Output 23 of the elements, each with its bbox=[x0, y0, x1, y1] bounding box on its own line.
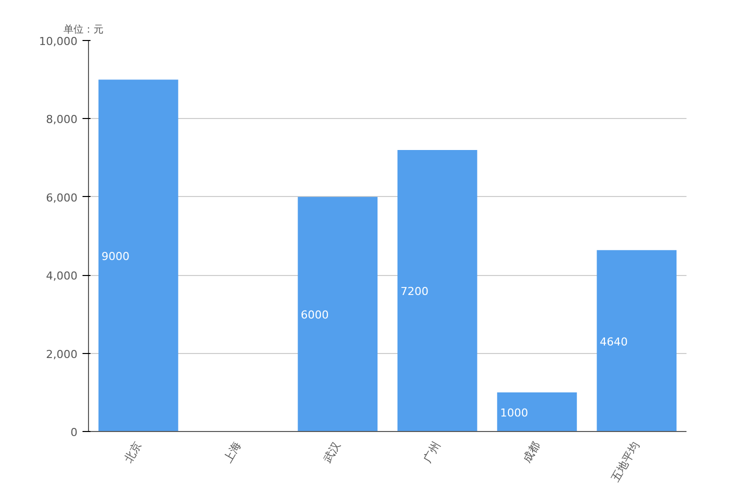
bar bbox=[298, 196, 378, 432]
data-label: 4640 bbox=[600, 335, 628, 348]
y-tick-label: 0 bbox=[70, 426, 78, 439]
x-tick-label: 五地平均 bbox=[609, 439, 642, 484]
y-tick-label: 4,000 bbox=[46, 270, 78, 283]
x-tick-label: 成都 bbox=[520, 439, 543, 465]
data-label: 7200 bbox=[400, 285, 428, 298]
bar bbox=[596, 250, 677, 432]
bar bbox=[497, 392, 577, 432]
bar bbox=[397, 150, 478, 432]
data-label: 1000 bbox=[500, 406, 528, 420]
y-tick-label: 10,000 bbox=[39, 35, 78, 48]
data-label: 9000 bbox=[101, 250, 130, 264]
y-tick-label: 8,000 bbox=[46, 113, 78, 126]
y-tick-label: 2,000 bbox=[46, 348, 78, 361]
x-tick-label: 武汉 bbox=[321, 439, 344, 465]
bar bbox=[98, 80, 178, 432]
text: 单位：元 bbox=[64, 24, 104, 36]
x-tick-label: 北京 bbox=[122, 439, 144, 465]
x-tick-label: 上海 bbox=[221, 439, 244, 465]
data-label: 6000 bbox=[300, 308, 329, 322]
y-tick-label: 6,000 bbox=[46, 191, 78, 204]
x-tick-label: 广州 bbox=[420, 439, 443, 465]
